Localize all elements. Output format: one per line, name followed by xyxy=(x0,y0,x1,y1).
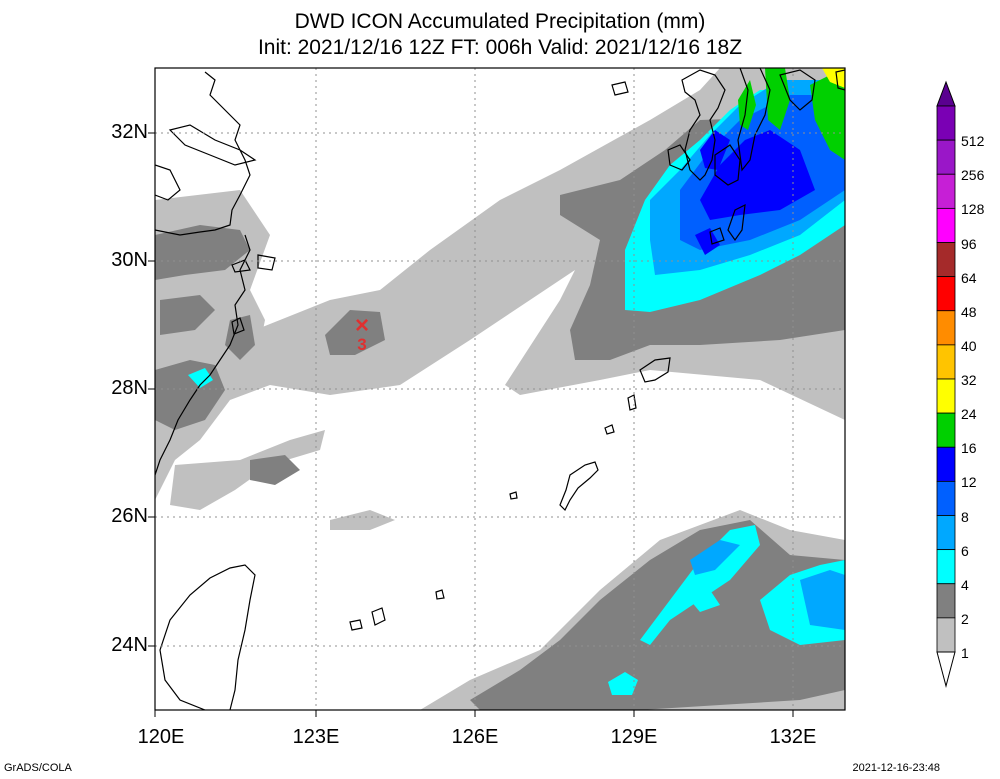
colorbar-label: 24 xyxy=(961,406,977,423)
lat-label-32n: 32N xyxy=(111,121,148,143)
colorbar-label: 1 xyxy=(961,645,969,661)
colorbar-label: 6 xyxy=(961,542,969,559)
lat-label-26n: 26N xyxy=(111,505,148,527)
colorbar-swatch xyxy=(936,378,956,414)
colorbar-label: 48 xyxy=(961,303,977,320)
map-title: DWD ICON Accumulated Precipitation (mm) xyxy=(294,10,706,33)
lon-label-129e: 129E xyxy=(610,726,658,748)
colorbar-swatch xyxy=(936,139,956,175)
colorbar-swatch xyxy=(936,242,956,278)
colorbar-label: 40 xyxy=(961,337,977,354)
colorbar-label: 12 xyxy=(961,474,977,491)
timestamp-text: 2021-12-16-23:48 xyxy=(852,762,940,774)
precip-24mm-areas xyxy=(822,68,845,88)
colorbar-label: 512 xyxy=(961,133,985,150)
lon-label-123e: 123E xyxy=(292,726,340,748)
colorbar-label: 128 xyxy=(961,201,985,218)
marker-label: 3 xyxy=(357,335,366,354)
colorbar-label: 96 xyxy=(961,235,977,252)
colorbar-swatch xyxy=(936,515,956,551)
lat-label-30n: 30N xyxy=(111,249,148,271)
colorbar-swatch xyxy=(936,173,956,209)
colorbar xyxy=(936,80,956,688)
colorbar-swatch xyxy=(936,412,956,448)
map-subtitle: Init: 2021/12/16 12Z FT: 006h Valid: 202… xyxy=(257,36,743,59)
coastlines xyxy=(155,68,845,710)
colorbar-swatch xyxy=(936,617,956,653)
colorbar-label: 32 xyxy=(961,372,977,388)
colorbar-label: 64 xyxy=(961,269,977,286)
colorbar-swatch xyxy=(936,480,956,516)
colorbar-label: 256 xyxy=(961,167,985,184)
colorbar-swatch xyxy=(936,446,956,482)
lat-label-28n: 28N xyxy=(111,377,148,399)
city-marker: × 3 xyxy=(355,312,369,354)
colorbar-swatch xyxy=(936,310,956,346)
marker-x-icon: × xyxy=(355,312,369,339)
graticule xyxy=(155,68,845,710)
colorbar-label: 8 xyxy=(961,508,969,525)
lon-label-126e: 126E xyxy=(451,726,499,748)
colorbar-swatch xyxy=(936,105,956,141)
colorbar-swatch xyxy=(936,207,956,243)
colorbar-label: 4 xyxy=(961,576,969,593)
colorbar-top-arrow xyxy=(936,80,956,107)
precip-12mm-areas xyxy=(695,130,815,255)
colorbar-label: 16 xyxy=(961,440,977,457)
colorbar-swatch xyxy=(936,583,956,619)
lat-label-24n: 24N xyxy=(111,634,148,656)
colorbar-label: 2 xyxy=(961,610,969,627)
lon-label-120e: 120E xyxy=(137,726,185,748)
colorbar-swatch xyxy=(936,344,956,380)
colorbar-swatch xyxy=(936,276,956,312)
credit-text: GrADS/COLA xyxy=(4,762,72,774)
colorbar-bottom-arrow xyxy=(936,651,956,688)
colorbar-swatch xyxy=(936,549,956,585)
axis-ticks xyxy=(148,132,794,717)
lon-label-132e: 132E xyxy=(769,726,817,748)
